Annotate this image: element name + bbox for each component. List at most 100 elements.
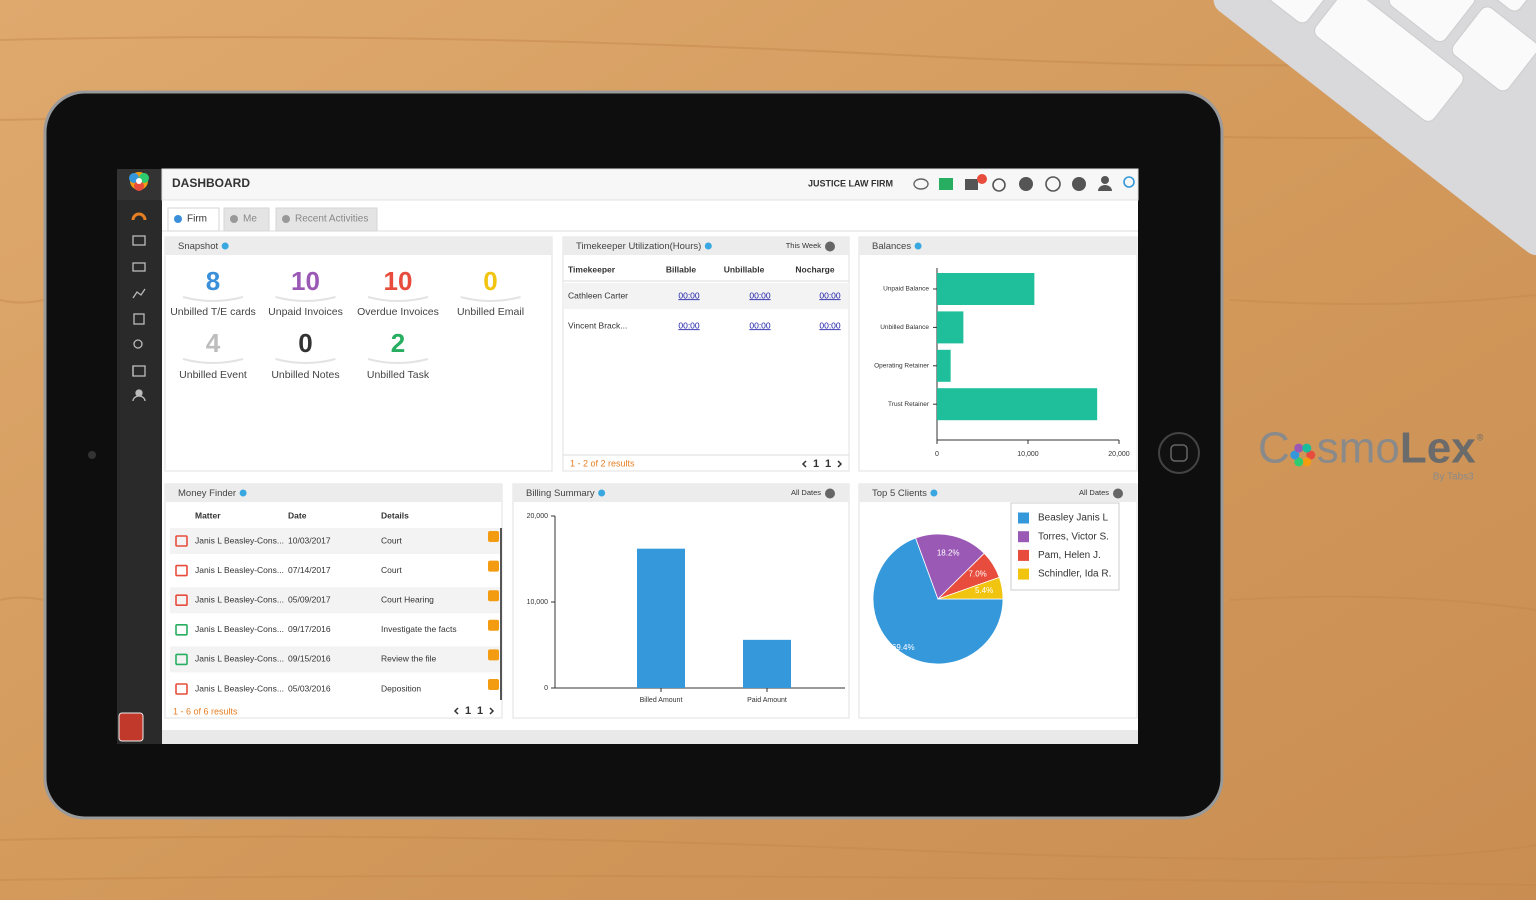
pager-next[interactable] — [837, 460, 843, 468]
bar — [937, 349, 951, 382]
snapshot-label: Unbilled Notes — [271, 369, 339, 381]
tab-label: Firm — [187, 214, 207, 225]
legend-label: Pam, Helen J. — [1038, 550, 1101, 561]
brand-flower — [1294, 457, 1304, 467]
help-icon[interactable] — [239, 489, 247, 497]
table-header: Details — [381, 510, 409, 520]
pie-slice — [915, 533, 985, 600]
x-tick-label: 10,000 — [1017, 451, 1039, 458]
table-header: Matter — [195, 510, 221, 520]
pager-prev[interactable] — [801, 460, 807, 468]
y-tick-label: Trust Retainer — [888, 401, 930, 408]
y-tick-label: 20,000 — [527, 513, 549, 520]
edit-button[interactable] — [488, 679, 499, 690]
snapshot-divider — [275, 358, 336, 364]
tab-icon — [282, 215, 290, 223]
snapshot-label: Unpaid Invoices — [268, 306, 343, 318]
panel-header — [859, 484, 1137, 502]
panel-title: Money Finder — [178, 488, 236, 499]
tab-icon — [174, 215, 182, 223]
help-icon[interactable] — [930, 489, 938, 497]
row-date: 09/17/2016 — [288, 624, 331, 634]
panel-title: Billing Summary — [526, 488, 595, 499]
panel-title: Snapshot — [178, 241, 219, 252]
settings-icon[interactable] — [825, 488, 835, 499]
slice-label: 69.4% — [892, 643, 915, 652]
firm-name: JUSTICE LAW FIRM — [808, 178, 893, 188]
snapshot-count: 0 — [483, 266, 497, 296]
settings-icon[interactable] — [1113, 488, 1123, 499]
pie-slice — [872, 537, 1004, 665]
panel-header — [165, 484, 502, 502]
tab[interactable] — [275, 207, 378, 232]
sidebar-icons[interactable] — [131, 212, 147, 402]
header-bar — [161, 168, 1139, 201]
x-tick-label: Paid Amount — [747, 697, 787, 704]
brand-name: C — [1258, 424, 1290, 473]
y-tick-label: 0 — [544, 685, 548, 692]
row-matter: Janis L Beasley-Cons... — [195, 535, 284, 545]
edit-button[interactable] — [488, 590, 499, 602]
help-icon[interactable] — [704, 242, 712, 250]
row-details: Court Hearing — [381, 594, 434, 604]
settings-icon[interactable] — [825, 241, 835, 252]
snapshot-count: 4 — [206, 328, 221, 358]
home-button-glyph — [1170, 444, 1188, 462]
x-tick-label: 0 — [935, 451, 939, 458]
panel-filter: All Dates — [1079, 488, 1109, 497]
time-link: 00:00 — [749, 320, 771, 330]
page-title: DASHBOARD — [172, 176, 250, 190]
legend-label: Beasley Janis L — [1038, 513, 1108, 524]
legend-label: Torres, Victor S. — [1038, 531, 1109, 542]
snapshot-label: Unbilled Task — [367, 369, 430, 381]
help-icon[interactable] — [221, 242, 229, 250]
snapshot-label: Overdue Invoices — [357, 306, 439, 318]
table-row — [170, 528, 500, 554]
pager-next[interactable] — [489, 707, 495, 715]
edit-button[interactable] — [488, 560, 499, 572]
panel-header — [165, 237, 552, 255]
home-button[interactable] — [1158, 432, 1200, 474]
tab[interactable] — [223, 207, 270, 232]
snapshot-label: Unbilled T/E cards — [170, 306, 256, 318]
brand-flower — [1294, 443, 1304, 453]
brand-flower — [1306, 450, 1316, 460]
help-icon[interactable] — [914, 242, 922, 250]
snapshot-count: 0 — [298, 328, 312, 358]
edit-button[interactable] — [488, 531, 499, 542]
row-date: 09/15/2016 — [288, 654, 331, 664]
row-date: 05/09/2017 — [288, 594, 331, 604]
pager-prev[interactable] — [453, 707, 459, 715]
slice-label: 5.4% — [975, 586, 993, 595]
tab[interactable] — [167, 207, 220, 232]
table-row — [564, 283, 848, 309]
time-link: 00:00 — [678, 320, 700, 330]
row-matter: Janis L Beasley-Cons... — [195, 683, 284, 693]
brand-name: Lex — [1400, 424, 1476, 473]
edit-button[interactable] — [488, 619, 499, 631]
brand-flower — [1302, 443, 1312, 453]
edit-button[interactable] — [488, 649, 499, 661]
row-icon — [175, 683, 188, 695]
snapshot-count: 8 — [206, 266, 220, 296]
header-icons[interactable] — [913, 174, 1135, 192]
help-icon[interactable] — [598, 489, 606, 497]
y-tick-label: Operating Retainer — [874, 363, 930, 370]
row-icon — [175, 653, 188, 666]
bar — [743, 639, 791, 688]
row-details: Court — [381, 535, 402, 545]
table-header: Billable — [666, 264, 697, 274]
brand-flower — [1290, 450, 1300, 460]
snapshot-count: 10 — [384, 266, 413, 296]
slice-label: 7.0% — [969, 569, 987, 578]
row-details: Review the file — [381, 654, 437, 664]
bar — [937, 311, 964, 344]
legend-label: Schindler, Ida R. — [1038, 569, 1111, 580]
panel-title: Balances — [872, 241, 911, 252]
row-icon — [175, 623, 188, 636]
brand-mark: ® — [1477, 432, 1484, 442]
snapshot-divider — [367, 296, 429, 302]
brand-flower — [1302, 457, 1312, 467]
row-icon — [175, 564, 188, 577]
x-tick-label: Billed Amount — [640, 697, 683, 704]
